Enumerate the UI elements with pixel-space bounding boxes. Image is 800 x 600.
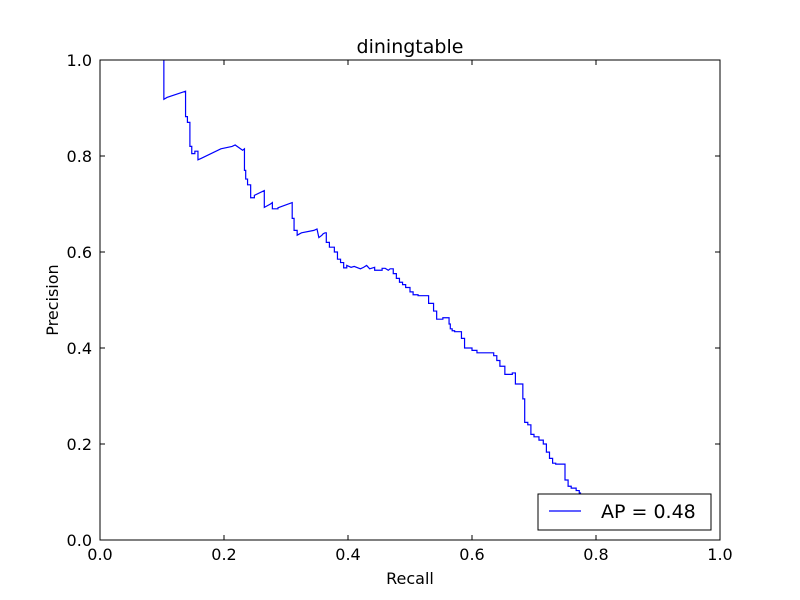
plot-area: 0.0 0.2 0.4 0.6 0.8 1.0 0.0 0.2 0.4 0.6 0.8 1.0 [67,51,733,564]
y-tick-label: 0.0 [67,531,92,550]
chart-title: diningtable [357,36,464,58]
y-axis-title: Precision [43,264,62,335]
x-tick-label: 0.0 [87,545,112,564]
x-tick-label: 0.6 [459,545,484,564]
y-tick-label: 0.8 [67,147,92,166]
legend-box [537,493,712,531]
y-tick-label: 0.4 [67,339,92,358]
pr-curve-line [163,60,585,498]
legend-label: AP = 0.48 [601,501,696,523]
plot-frame [99,59,721,541]
y-tick-label: 1.0 [67,51,92,70]
x-tick-label: 0.2 [211,545,236,564]
legend: AP = 0.48 [537,493,712,531]
x-tick-label: 0.4 [335,545,360,564]
x-tick-label: 0.8 [583,545,608,564]
plot-background [100,60,720,540]
x-axis-title: Recall [386,569,434,588]
x-tick-label: 1.0 [707,545,732,564]
series-group [163,60,585,498]
y-axis-ticks: 0.0 0.2 0.4 0.6 0.8 1.0 [67,51,720,550]
y-tick-label: 0.6 [67,243,92,262]
y-tick-label: 0.2 [67,435,92,454]
